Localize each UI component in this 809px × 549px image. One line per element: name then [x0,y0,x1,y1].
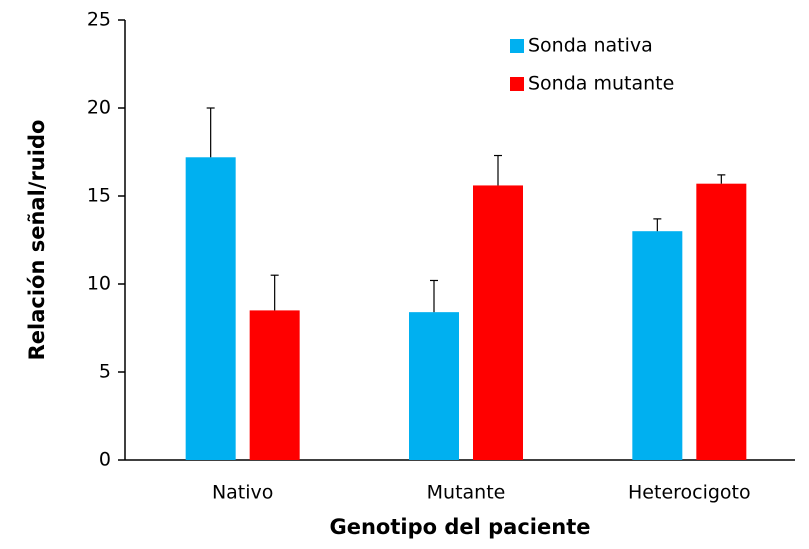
legend-swatch [510,77,524,91]
bar [249,310,300,460]
y-tick-label: 20 [87,97,111,119]
x-tick-label: Nativo [212,482,273,504]
error-bar [430,279,438,313]
legend-label: Sonda nativa [528,35,653,57]
bar [409,312,459,460]
legend-label: Sonda mutante [528,73,674,95]
error-bar [206,107,215,158]
y-tick-label: 5 [99,361,111,383]
error-bar [653,218,662,232]
x-tick-label: Mutante [427,482,506,504]
y-tick-label: 25 [87,9,111,31]
y-axis-title: Relación señal/ruido [25,120,49,361]
x-tick-label: Heterocigoto [628,482,751,504]
bar [185,157,236,460]
legend-swatch [510,39,524,53]
y-tick-label: 15 [87,185,111,207]
y-tick-label: 10 [87,273,111,295]
error-bar [494,154,502,186]
error-bar [270,274,279,311]
error-bar [717,174,726,184]
bar [696,183,747,460]
bar [473,185,523,460]
bar [632,231,683,460]
x-axis-title: Genotipo del paciente [330,515,591,539]
y-tick-label: 0 [99,449,111,471]
